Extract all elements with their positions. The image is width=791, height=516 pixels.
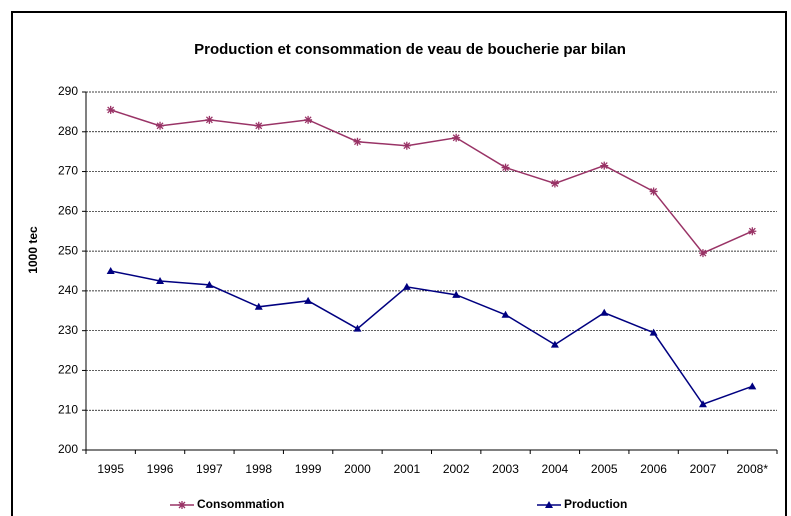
y-tick-label: 270	[58, 164, 78, 178]
point-marker	[156, 121, 165, 130]
point-marker	[353, 324, 362, 332]
point-marker	[452, 133, 461, 142]
y-tick-label: 200	[58, 442, 78, 456]
x-tick-label: 1995	[97, 462, 124, 476]
point-marker	[205, 280, 214, 288]
x-tick-label: 2003	[492, 462, 519, 476]
legend-label: Consommation	[197, 497, 284, 511]
point-marker	[353, 137, 362, 146]
y-tick-label: 280	[58, 124, 78, 138]
y-tick-label: 290	[58, 84, 78, 98]
point-marker	[304, 115, 313, 124]
point-marker	[698, 249, 707, 258]
legend-marker	[545, 501, 553, 508]
chart-frame	[11, 11, 787, 516]
point-marker	[402, 282, 411, 290]
point-marker	[600, 161, 609, 170]
y-tick-label: 210	[58, 402, 78, 416]
point-marker	[452, 290, 461, 298]
legend-marker	[178, 501, 186, 509]
x-tick-label: 2005	[591, 462, 618, 476]
point-marker	[501, 310, 510, 318]
x-tick-label: 2004	[542, 462, 569, 476]
x-tick-label: 2000	[344, 462, 371, 476]
point-marker	[254, 121, 263, 130]
point-marker	[106, 267, 115, 274]
x-tick-label: 1998	[245, 462, 272, 476]
y-tick-label: 250	[58, 243, 78, 257]
point-marker	[748, 227, 757, 236]
y-tick-label: 240	[58, 283, 78, 297]
point-marker	[649, 328, 658, 336]
point-marker	[550, 179, 559, 188]
point-marker	[501, 163, 510, 172]
series-line	[110, 109, 753, 255]
point-marker	[649, 187, 658, 196]
x-tick-label: 2007	[690, 462, 717, 476]
point-marker	[304, 296, 313, 304]
point-marker	[254, 302, 263, 310]
x-tick-label: 1997	[196, 462, 223, 476]
x-tick-label: 1999	[295, 462, 322, 476]
x-tick-label: 2002	[443, 462, 470, 476]
x-tick-label: 2008*	[737, 462, 769, 476]
y-tick-label: 220	[58, 363, 78, 377]
point-marker	[156, 276, 165, 284]
point-marker	[600, 308, 609, 316]
chart-title: Production et consommation de veau de bo…	[194, 41, 626, 58]
x-tick-label: 1996	[147, 462, 174, 476]
point-marker	[402, 141, 411, 150]
x-tick-label: 2001	[393, 462, 420, 476]
point-marker	[205, 115, 214, 124]
point-marker	[550, 340, 559, 348]
y-tick-label: 230	[58, 323, 78, 337]
point-marker	[106, 105, 115, 114]
x-tick-label: 2006	[640, 462, 667, 476]
point-marker	[698, 400, 707, 408]
point-marker	[748, 382, 757, 390]
series-line	[110, 270, 753, 406]
y-axis-label: 1000 tec	[26, 226, 40, 274]
y-tick-label: 260	[58, 204, 78, 218]
legend-label: Production	[564, 497, 627, 511]
